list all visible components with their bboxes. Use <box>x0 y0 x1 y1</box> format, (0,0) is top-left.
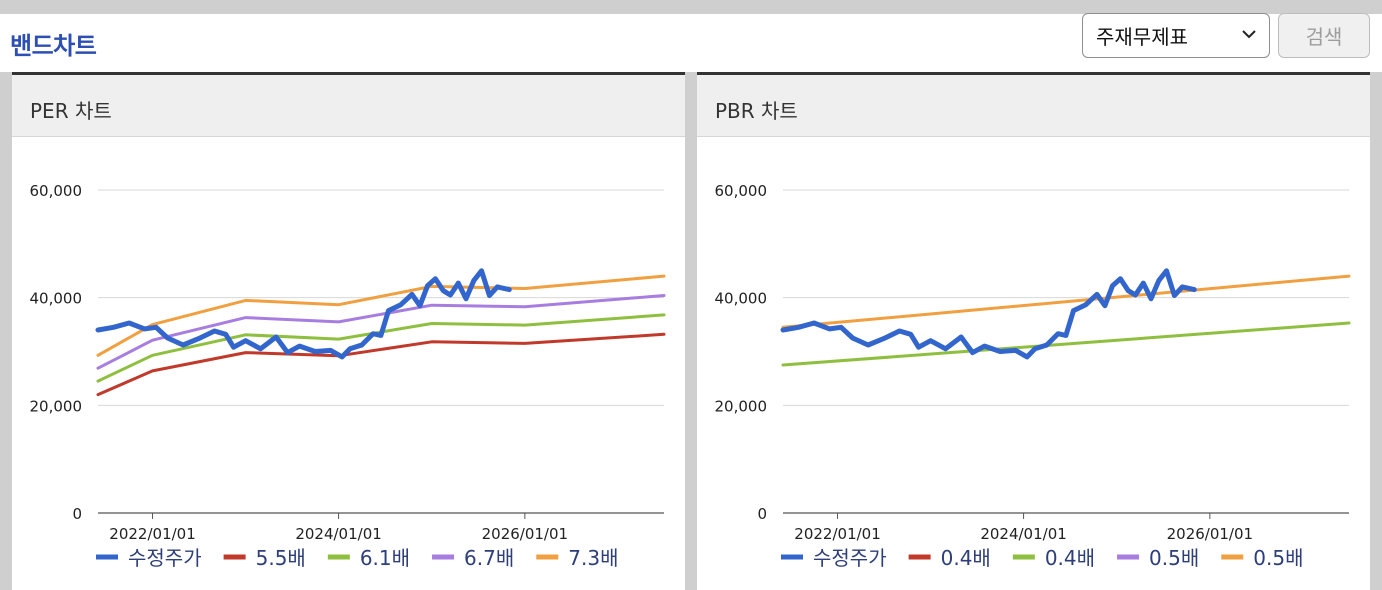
search-button[interactable]: 검색 <box>1278 13 1370 58</box>
x-tick-label: 2024/01/01 <box>980 525 1066 543</box>
pbr-chart-panel: PBR 차트 0 20,000 40,000 60,000 2022/01/01 2024… <box>697 72 1370 576</box>
series-line-2 <box>96 313 666 383</box>
per-chart-panel: PER 차트 0 20,000 40,000 60,000 2022/01/01 2024… <box>12 72 685 576</box>
per-chart-header: PER 차트 <box>12 75 685 137</box>
legend-label[interactable]: 5.5배 <box>256 546 306 570</box>
legend-label[interactable]: 0.5배 <box>1253 546 1303 570</box>
x-tick-label: 2024/01/01 <box>295 525 381 543</box>
legend-label[interactable]: 0.4배 <box>1045 546 1095 570</box>
series-line-4 <box>781 274 1351 329</box>
legend-label[interactable]: 수정주가 <box>128 546 202 570</box>
x-tick-label: 2022/01/01 <box>794 525 880 543</box>
per-chart-title: PER 차트 <box>30 99 112 123</box>
pbr-chart-title: PBR 차트 <box>715 99 798 123</box>
legend-label[interactable]: 0.4배 <box>941 546 991 570</box>
series-line-2 <box>781 321 1351 367</box>
legend-label[interactable]: 6.7배 <box>464 546 514 570</box>
series-line-0 <box>780 268 1197 360</box>
y-tick-label: 0 <box>757 505 767 523</box>
legend-label[interactable]: 7.3배 <box>568 546 618 570</box>
chevron-down-icon <box>1242 30 1256 39</box>
pbr-chart-header: PBR 차트 <box>697 75 1370 137</box>
series-line-4 <box>96 274 666 357</box>
page-title: 밴드차트 <box>10 32 97 60</box>
y-tick-label: 60,000 <box>715 182 768 200</box>
y-tick-label: 40,000 <box>30 290 83 308</box>
bottom-gap-mid <box>685 576 697 590</box>
per-chart: 0 20,000 40,000 60,000 2022/01/01 2024/01/01 2… <box>30 182 666 570</box>
y-tick-label: 40,000 <box>715 290 768 308</box>
statement-type-select[interactable]: 주재무제표 <box>1082 13 1270 58</box>
series-line-0 <box>95 268 512 360</box>
y-tick-label: 20,000 <box>715 397 768 415</box>
series-line-3 <box>96 294 666 370</box>
x-tick-label: 2026/01/01 <box>482 525 568 543</box>
x-tick-label: 2022/01/01 <box>109 525 195 543</box>
pbr-chart: 0 20,000 40,000 60,000 2022/01/01 2024/01/01 2… <box>715 182 1351 570</box>
y-tick-label: 0 <box>72 505 82 523</box>
legend-label[interactable]: 6.1배 <box>360 546 410 570</box>
y-tick-label: 20,000 <box>30 397 83 415</box>
legend-label[interactable]: 수정주가 <box>813 546 887 570</box>
x-tick-label: 2026/01/01 <box>1167 525 1253 543</box>
select-value: 주재무제표 <box>1096 25 1188 49</box>
y-tick-label: 60,000 <box>30 182 83 200</box>
bottom-gap-right <box>1370 576 1382 590</box>
bottom-gap-left <box>0 576 12 590</box>
legend-label[interactable]: 0.5배 <box>1149 546 1199 570</box>
